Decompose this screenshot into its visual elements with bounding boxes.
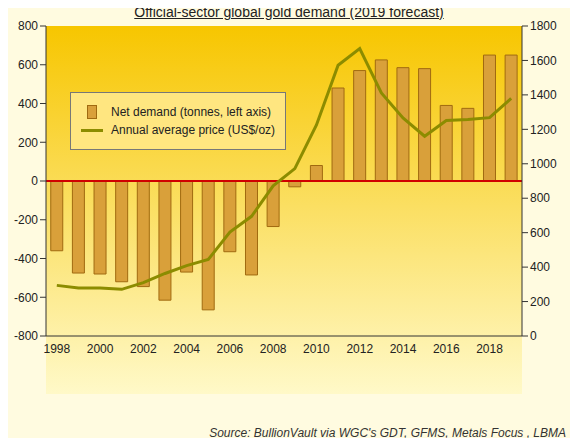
- svg-text:1200: 1200: [530, 123, 557, 137]
- svg-text:2008: 2008: [260, 342, 287, 356]
- svg-text:0: 0: [530, 329, 537, 343]
- svg-text:2012: 2012: [346, 342, 373, 356]
- svg-text:-600: -600: [14, 291, 38, 305]
- svg-text:0: 0: [31, 174, 38, 188]
- svg-text:2000: 2000: [87, 342, 114, 356]
- svg-text:600: 600: [530, 226, 550, 240]
- svg-text:2004: 2004: [173, 342, 200, 356]
- svg-text:-400: -400: [14, 252, 38, 266]
- svg-text:2018: 2018: [476, 342, 503, 356]
- svg-text:600: 600: [18, 58, 38, 72]
- svg-text:1600: 1600: [530, 54, 557, 68]
- html-text:Source: BullionVault via WGC's: Source: BullionVault via WGC's GDT, GFMS…: [209, 426, 566, 440]
- svg-text:1000: 1000: [530, 157, 557, 171]
- html-text:Annual average price (US$/oz): Annual average price (US$/oz): [111, 123, 276, 137]
- html-text:Net demand (tonnes, left axis): Net demand (tonnes, left axis): [111, 105, 272, 119]
- svg-text:2010: 2010: [303, 342, 330, 356]
- svg-text:800: 800: [530, 191, 550, 205]
- svg-text:1400: 1400: [530, 88, 557, 102]
- svg-text:2002: 2002: [130, 342, 157, 356]
- svg-text:400: 400: [530, 260, 550, 274]
- svg-text:200: 200: [530, 295, 550, 309]
- svg-text:1800: 1800: [530, 19, 557, 33]
- svg-text:-200: -200: [14, 213, 38, 227]
- svg-text:2014: 2014: [390, 342, 417, 356]
- svg-text:-800: -800: [14, 329, 38, 343]
- svg-text:200: 200: [18, 136, 38, 150]
- html-text:Official-sector global gold de: Official-sector global gold demand (2019…: [134, 4, 444, 20]
- svg-text:2006: 2006: [217, 342, 244, 356]
- svg-text:1998: 1998: [43, 342, 70, 356]
- svg-text:800: 800: [18, 19, 38, 33]
- svg-text:400: 400: [18, 97, 38, 111]
- svg-text:2016: 2016: [433, 342, 460, 356]
